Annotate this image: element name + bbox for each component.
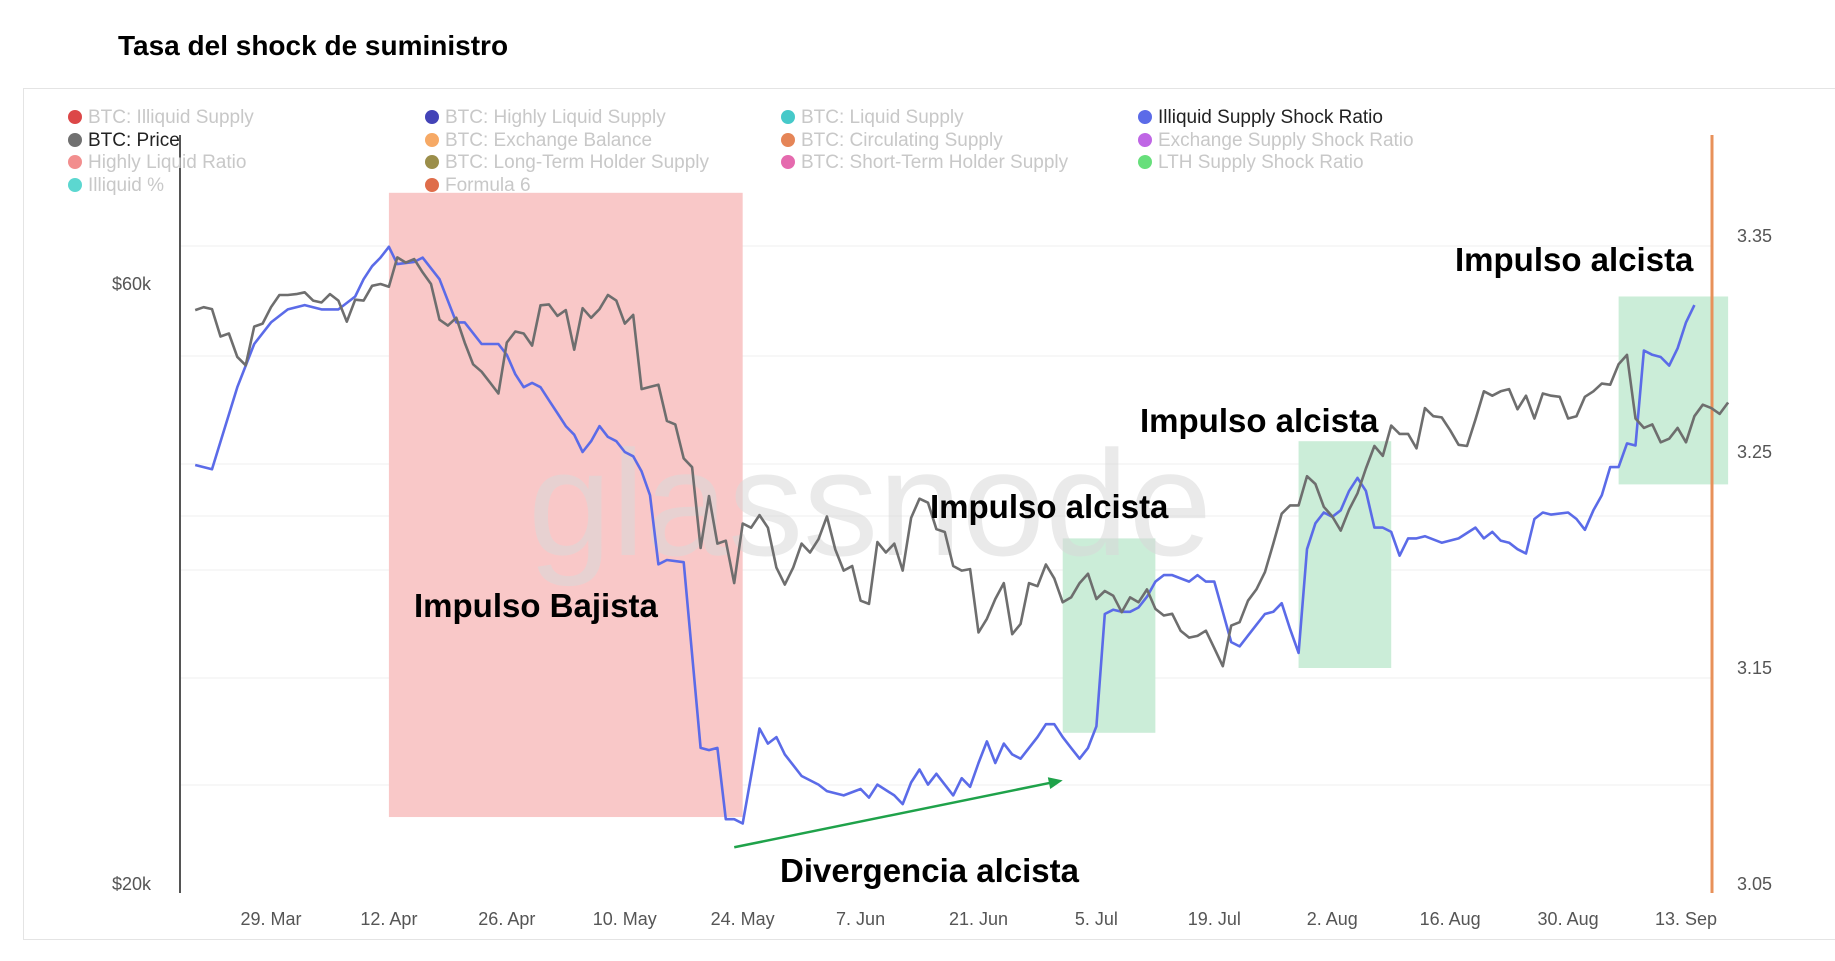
legend-label: BTC: Circulating Supply: [801, 129, 1003, 151]
legend-label: Exchange Supply Shock Ratio: [1158, 129, 1414, 151]
legend-item[interactable]: BTC: Short-Term Holder Supply: [781, 152, 1068, 174]
annotation-bull-1: Impulso alcista: [930, 488, 1169, 525]
legend-dot-icon: [68, 177, 82, 192]
x-tick-label: 30. Aug: [1538, 909, 1599, 929]
y-right-tick-label: 3.35: [1737, 226, 1772, 246]
zones: [388, 192, 1729, 818]
legend-label: Formula 6: [445, 174, 531, 196]
legend-dot-icon: [781, 110, 795, 124]
legend-item[interactable]: BTC: Highly Liquid Supply: [425, 107, 666, 129]
legend-label: BTC: Long-Term Holder Supply: [445, 152, 709, 173]
legend-label: LTH Supply Shock Ratio: [1158, 152, 1364, 173]
legend-label: BTC: Illiquid Supply: [88, 107, 254, 128]
divergence-arrow-head: [1047, 777, 1063, 789]
legend-dot-icon: [425, 155, 439, 169]
axes: 29. Mar 12. Apr 26. Apr 10. May 24. May 7. Ju…: [112, 135, 1772, 929]
y-left-tick-label: $60k: [112, 274, 152, 294]
legend-dot-icon: [425, 110, 439, 124]
x-tick-label: 16. Aug: [1420, 909, 1481, 929]
annotation-divergence: Divergencia alcista: [780, 852, 1080, 889]
series-lines: [194, 245, 1730, 849]
legend-item[interactable]: LTH Supply Shock Ratio: [1138, 152, 1364, 174]
legend-label: BTC: Short-Term Holder Supply: [801, 152, 1069, 173]
series-line-illiquid-supply-shock-ratio: [194, 245, 1696, 825]
legend-item[interactable]: BTC: Illiquid Supply: [68, 107, 254, 129]
legend-label: BTC: Price: [88, 129, 180, 151]
annotation-bearish: Impulso Bajista: [414, 587, 659, 624]
legend-label: Illiquid Supply Shock Ratio: [1158, 107, 1383, 128]
legend-item[interactable]: Illiquid %: [68, 175, 164, 197]
zone-bullish-3: [1618, 296, 1729, 485]
legend-dot-icon: [1138, 155, 1152, 169]
zone-bullish-2: [1298, 441, 1392, 668]
legend-dot-icon: [425, 177, 439, 192]
y-right-tick-label: 3.15: [1737, 658, 1772, 678]
x-tick-label: 19. Jul: [1188, 909, 1241, 929]
legend-item[interactable]: BTC: Circulating Supply: [781, 130, 1003, 152]
legend-dot-icon: [68, 110, 82, 124]
chart-title: Tasa del shock de suministro: [118, 30, 509, 61]
legend-label: Illiquid %: [88, 174, 165, 196]
x-tick-label: 5. Jul: [1075, 909, 1118, 929]
y-right-tick-label: 3.05: [1737, 874, 1772, 894]
x-tick-label: 13. Sep: [1655, 909, 1717, 929]
divergence-arrow: [733, 781, 1053, 849]
watermark: glassnode: [528, 419, 1212, 587]
legend-item[interactable]: Illiquid Supply Shock Ratio: [1138, 107, 1383, 129]
annotations: Impulso Bajista Impulso alcista Impulso …: [414, 241, 1694, 889]
legend-dot-icon: [425, 132, 439, 147]
legend-item[interactable]: Exchange Supply Shock Ratio: [1138, 130, 1414, 152]
legend-dot-icon: [68, 155, 82, 169]
x-tick-label: 10. May: [593, 909, 657, 929]
y-right-tick-label: 3.25: [1737, 442, 1772, 462]
series-line-btc-price: [194, 256, 1730, 668]
chart-frame: [23, 88, 1835, 940]
legend-dot-icon: [68, 132, 82, 147]
annotation-bull-2: Impulso alcista: [1140, 402, 1379, 439]
legend-item[interactable]: BTC: Price: [68, 130, 180, 152]
legend-dot-icon: [1138, 132, 1152, 147]
x-tick-label: 12. Apr: [360, 909, 417, 929]
x-tick-label: 24. May: [711, 909, 775, 929]
legend-item[interactable]: BTC: Exchange Balance: [425, 130, 652, 152]
y-left-tick-label: $20k: [112, 874, 152, 894]
legend-dot-icon: [781, 132, 795, 147]
legend-dot-icon: [781, 155, 795, 169]
x-tick-label: 26. Apr: [478, 909, 535, 929]
legend-label: BTC: Exchange Balance: [445, 129, 653, 151]
legend-item[interactable]: BTC: Liquid Supply: [781, 107, 964, 129]
x-tick-label: 2. Aug: [1307, 909, 1358, 929]
legend-item[interactable]: BTC: Long-Term Holder Supply: [425, 152, 709, 174]
legend-item[interactable]: Formula 6: [425, 175, 531, 197]
legend-label: BTC: Highly Liquid Supply: [445, 107, 666, 128]
legend-dot-icon: [1138, 110, 1152, 124]
x-tick-label: 7. Jun: [836, 909, 885, 929]
legend-item[interactable]: Highly Liquid Ratio: [68, 152, 246, 174]
annotation-bull-3: Impulso alcista: [1455, 241, 1694, 278]
legend-label: BTC: Liquid Supply: [801, 107, 964, 128]
legend-label: Highly Liquid Ratio: [88, 152, 247, 173]
zone-bullish-1: [1062, 538, 1156, 733]
x-tick-label: 21. Jun: [949, 909, 1008, 929]
zone-bearish: [388, 192, 743, 818]
x-tick-label: 29. Mar: [240, 909, 301, 929]
